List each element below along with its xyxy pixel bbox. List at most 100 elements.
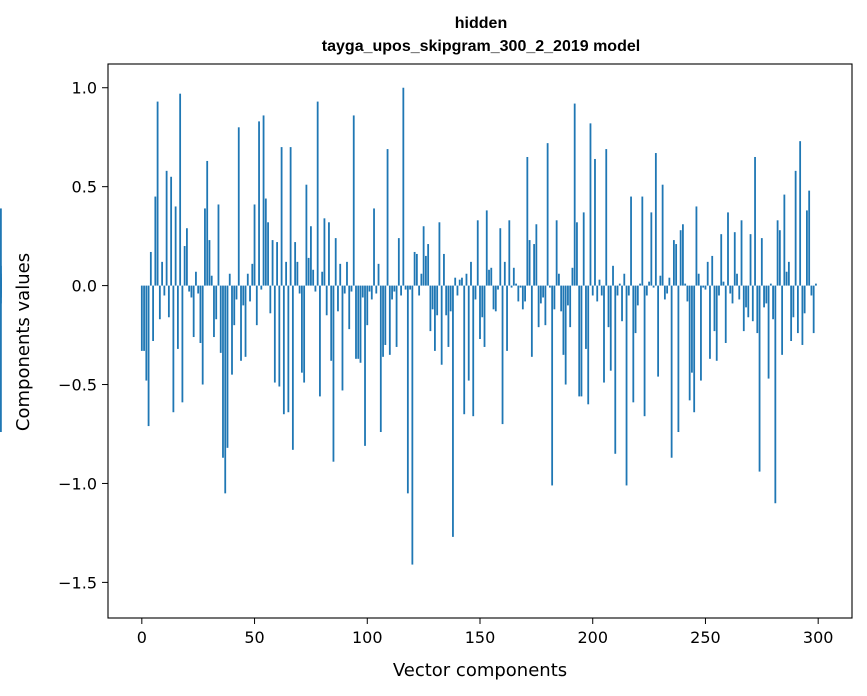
- bar: [352, 115, 355, 286]
- bar: [645, 285, 648, 296]
- bar: [188, 285, 191, 292]
- bar: [772, 285, 774, 320]
- bar: [551, 285, 554, 486]
- x-tick-label: 150: [465, 628, 496, 647]
- bar: [553, 285, 556, 310]
- bar: [377, 263, 380, 286]
- bar: [285, 261, 288, 286]
- bar: [715, 285, 718, 361]
- bar: [564, 285, 567, 385]
- bar: [812, 285, 815, 334]
- bar: [167, 285, 170, 318]
- bar: [799, 141, 802, 286]
- bars-group: [0, 87, 817, 565]
- bar: [521, 285, 524, 310]
- bar: [395, 285, 398, 347]
- bar: [149, 251, 152, 286]
- bar: [271, 240, 274, 286]
- bar: [463, 285, 466, 415]
- bar: [215, 285, 218, 320]
- bar: [697, 273, 700, 286]
- bar: [431, 285, 434, 310]
- bar: [810, 285, 813, 296]
- bar: [512, 267, 515, 286]
- bar: [456, 285, 459, 296]
- bar: [652, 285, 655, 288]
- bar: [361, 285, 364, 298]
- bar: [490, 267, 493, 286]
- bar: [641, 196, 644, 286]
- bar: [623, 273, 626, 286]
- bar: [627, 285, 630, 296]
- bar: [695, 206, 698, 286]
- bar: [443, 253, 445, 286]
- bar: [659, 275, 662, 286]
- bar: [436, 285, 439, 316]
- bar: [156, 101, 159, 286]
- bar: [143, 285, 145, 351]
- bar: [303, 285, 306, 383]
- x-tick-label: 100: [352, 628, 383, 647]
- bar: [158, 285, 161, 320]
- bar: [323, 218, 326, 286]
- bar: [397, 238, 400, 286]
- bar: [630, 196, 632, 286]
- bar: [418, 285, 421, 296]
- bar: [722, 281, 725, 286]
- bar: [298, 285, 301, 294]
- bar: [183, 246, 186, 286]
- bar: [679, 230, 682, 286]
- x-axis: 0 50 100 150 200 250 300: [137, 618, 833, 647]
- x-tick-label: 0: [137, 628, 147, 647]
- bar: [364, 285, 366, 446]
- bar: [515, 283, 517, 286]
- bar: [700, 285, 702, 381]
- chart-title: hidden: [455, 15, 507, 32]
- bar: [792, 285, 795, 318]
- bar: [503, 261, 506, 286]
- bar: [458, 279, 461, 286]
- bar: [794, 170, 797, 286]
- bar: [724, 285, 727, 343]
- bar: [307, 257, 310, 286]
- bar: [289, 147, 292, 286]
- bar: [449, 285, 452, 312]
- bar: [544, 285, 547, 326]
- bar: [305, 184, 308, 286]
- bar: [600, 285, 603, 296]
- bar: [718, 285, 720, 296]
- plot-frame: [107, 63, 853, 619]
- bar: [729, 285, 732, 294]
- bar: [393, 285, 396, 292]
- bar: [213, 285, 215, 338]
- bar: [253, 204, 256, 286]
- bar: [373, 208, 375, 286]
- bar: [519, 285, 522, 288]
- bar: [346, 261, 348, 286]
- bar: [319, 285, 321, 397]
- bar: [476, 220, 479, 286]
- y-axis: 1.0 0.5 0.0 −0.5 −1.0 −1.5: [58, 79, 108, 592]
- bar: [255, 285, 258, 326]
- bar: [461, 277, 463, 286]
- bar: [614, 285, 617, 454]
- bar: [639, 283, 641, 286]
- bar: [796, 285, 799, 334]
- bar: [769, 283, 772, 286]
- bar: [535, 224, 538, 286]
- bar: [625, 285, 628, 486]
- bar: [596, 285, 599, 302]
- bar: [251, 263, 254, 286]
- bar: [341, 285, 344, 391]
- bar: [201, 285, 204, 385]
- bar: [249, 285, 251, 302]
- bar: [684, 283, 687, 286]
- bar: [677, 285, 680, 433]
- bar: [555, 220, 558, 286]
- bar: [488, 269, 490, 286]
- bar: [736, 273, 738, 286]
- bar: [170, 176, 173, 286]
- bar: [666, 285, 669, 294]
- bar: [406, 285, 409, 494]
